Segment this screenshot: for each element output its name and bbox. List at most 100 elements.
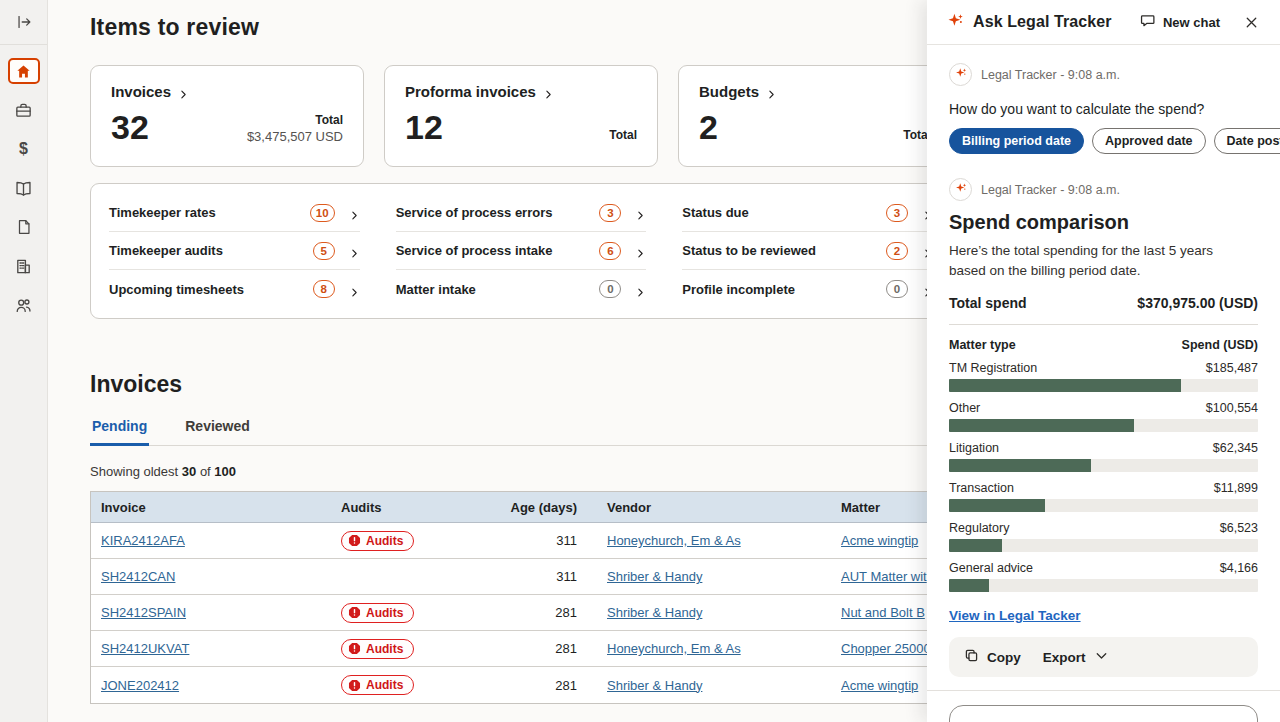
bar-value: $4,166 — [1220, 561, 1258, 575]
vendor-link[interactable]: Shriber & Handy — [607, 569, 702, 584]
bar-fill — [949, 539, 1002, 552]
age-value: 281 — [496, 605, 591, 620]
sender-timestamp: Legal Tracker - 9:08 a.m. — [981, 68, 1120, 82]
option-date-posted[interactable]: Date posted — [1214, 128, 1280, 154]
bar-track — [949, 459, 1258, 472]
chat-question: How do you want to calculate the spend? — [949, 101, 1258, 117]
vendor-link[interactable]: Shriber & Handy — [607, 678, 702, 693]
spend-chart-header: Matter type Spend (USD) — [949, 338, 1258, 352]
col-invoice: Invoice — [91, 500, 331, 515]
company-icon[interactable] — [8, 253, 40, 279]
briefcase-icon[interactable] — [8, 97, 40, 123]
bar-fill — [949, 579, 989, 592]
invoice-link[interactable]: KIRA2412AFA — [101, 533, 185, 548]
chevron-right-icon — [349, 284, 360, 295]
tab-pending[interactable]: Pending — [90, 414, 149, 446]
matter-link[interactable]: Nut and Bolt B — [841, 605, 925, 620]
vendor-link[interactable]: Shriber & Handy — [607, 605, 702, 620]
spend-bar-row: General advice$4,166 — [949, 561, 1258, 592]
divider — [949, 324, 1258, 325]
table-row: SH2412SPAIN Audits 281 Shriber & Handy N… — [91, 595, 961, 631]
bar-track — [949, 539, 1258, 552]
matter-link[interactable]: Chopper 25000 — [841, 641, 931, 656]
bar-value: $11,899 — [1214, 481, 1258, 495]
home-icon[interactable] — [8, 58, 40, 84]
dollar-icon[interactable]: $ — [8, 136, 40, 162]
age-value: 281 — [496, 641, 591, 656]
document-icon[interactable] — [8, 214, 40, 240]
age-value: 281 — [496, 678, 591, 693]
answer-options: Billing period date Approved date Date p… — [949, 128, 1258, 154]
matter-link[interactable]: Acme wingtip — [841, 533, 918, 548]
bar-track — [949, 579, 1258, 592]
review-item-sop-errors[interactable]: Service of process errors 3 — [396, 194, 647, 232]
chevron-right-icon — [766, 86, 777, 97]
card-total-value: $3,475,507 USD — [247, 129, 343, 144]
review-item-status-to-be-reviewed[interactable]: Status to be reviewed 2 — [682, 232, 933, 270]
vendor-link[interactable]: Honeychurch, Em & As — [607, 533, 741, 548]
collapse-sidebar-icon[interactable] — [8, 9, 40, 35]
card-invoices[interactable]: Invoices 32 Total $3,475,507 USD — [90, 65, 364, 167]
bar-fill — [949, 499, 1045, 512]
new-chat-button[interactable]: New chat — [1139, 12, 1220, 32]
matter-link[interactable]: Acme wingtip — [841, 678, 918, 693]
review-item-matter-intake[interactable]: Matter intake 0 — [396, 270, 647, 308]
card-label: Budgets — [699, 83, 759, 100]
spend-comparison-title: Spend comparison — [949, 211, 1258, 234]
book-icon[interactable] — [8, 175, 40, 201]
count-badge: 3 — [599, 204, 621, 222]
sender-timestamp: Legal Tracker - 9:08 a.m. — [981, 183, 1120, 197]
chevron-right-icon — [349, 245, 360, 256]
export-button[interactable]: Export — [1043, 647, 1110, 667]
table-row: JONE202412 Audits 281 Shriber & Handy Ac… — [91, 667, 961, 703]
count-badge: 0 — [886, 280, 908, 298]
close-icon[interactable] — [1243, 14, 1260, 31]
invoice-link[interactable]: SH2412SPAIN — [101, 605, 186, 620]
card-count: 12 — [405, 110, 443, 144]
card-budgets[interactable]: Budgets 2 Total — [678, 65, 952, 167]
count-badge: 0 — [599, 280, 621, 298]
count-badge: 3 — [886, 204, 908, 222]
vendor-link[interactable]: Honeychurch, Em & As — [607, 641, 741, 656]
chat-message-input[interactable] — [949, 705, 1258, 722]
chevron-right-icon — [635, 207, 646, 218]
card-total-label: Total — [609, 128, 637, 142]
message-meta: Legal Tracker - 9:08 a.m. — [949, 178, 1258, 201]
copy-button[interactable]: Copy — [963, 647, 1021, 667]
invoices-table: Invoice Audits Age (days) Vendor Matter … — [90, 491, 962, 704]
bar-fill — [949, 379, 1181, 392]
card-proforma-invoices[interactable]: Proforma invoices 12 Total — [384, 65, 658, 167]
invoice-link[interactable]: SH2412UKVAT — [101, 641, 189, 656]
count-badge: 5 — [313, 242, 335, 260]
table-header-row: Invoice Audits Age (days) Vendor Matter — [91, 492, 961, 523]
review-item-timekeeper-audits[interactable]: Timekeeper audits 5 — [109, 232, 360, 270]
review-item-timekeeper-rates[interactable]: Timekeeper rates 10 — [109, 194, 360, 232]
chevron-right-icon — [635, 245, 646, 256]
option-billing-period-date[interactable]: Billing period date — [949, 128, 1084, 154]
chat-header: Ask Legal Tracker New chat — [927, 0, 1280, 45]
option-approved-date[interactable]: Approved date — [1092, 128, 1206, 154]
chat-bubble-icon — [1139, 12, 1156, 32]
card-total-label: Total — [247, 113, 343, 127]
col-audits: Audits — [331, 500, 496, 515]
chevron-right-icon — [635, 284, 646, 295]
tab-reviewed[interactable]: Reviewed — [183, 414, 252, 445]
total-spend-row: Total spend $370,975.00 (USD) — [949, 295, 1258, 311]
total-spend-label: Total spend — [949, 295, 1027, 311]
bar-fill — [949, 459, 1091, 472]
matter-link[interactable]: AUT Matter wit — [841, 569, 927, 584]
table-row: SH2412UKVAT Audits 281 Honeychurch, Em &… — [91, 631, 961, 667]
view-in-legal-tracker-link[interactable]: View in Legal Tacker — [949, 608, 1081, 623]
review-item-status-due[interactable]: Status due 3 — [682, 194, 933, 232]
review-item-profile-incomplete[interactable]: Profile incomplete 0 — [682, 270, 933, 308]
ai-sparkle-icon — [955, 182, 967, 197]
bar-value: $6,523 — [1220, 521, 1258, 535]
review-item-upcoming-timesheets[interactable]: Upcoming timesheets 8 — [109, 270, 360, 308]
message-meta: Legal Tracker - 9:08 a.m. — [949, 63, 1258, 86]
invoice-link[interactable]: JONE202412 — [101, 678, 179, 693]
people-icon[interactable] — [8, 292, 40, 318]
review-item-sop-intake[interactable]: Service of process intake 6 — [396, 232, 647, 270]
invoice-link[interactable]: SH2412CAN — [101, 569, 175, 584]
chevron-right-icon — [178, 86, 189, 97]
age-value: 311 — [496, 533, 591, 548]
